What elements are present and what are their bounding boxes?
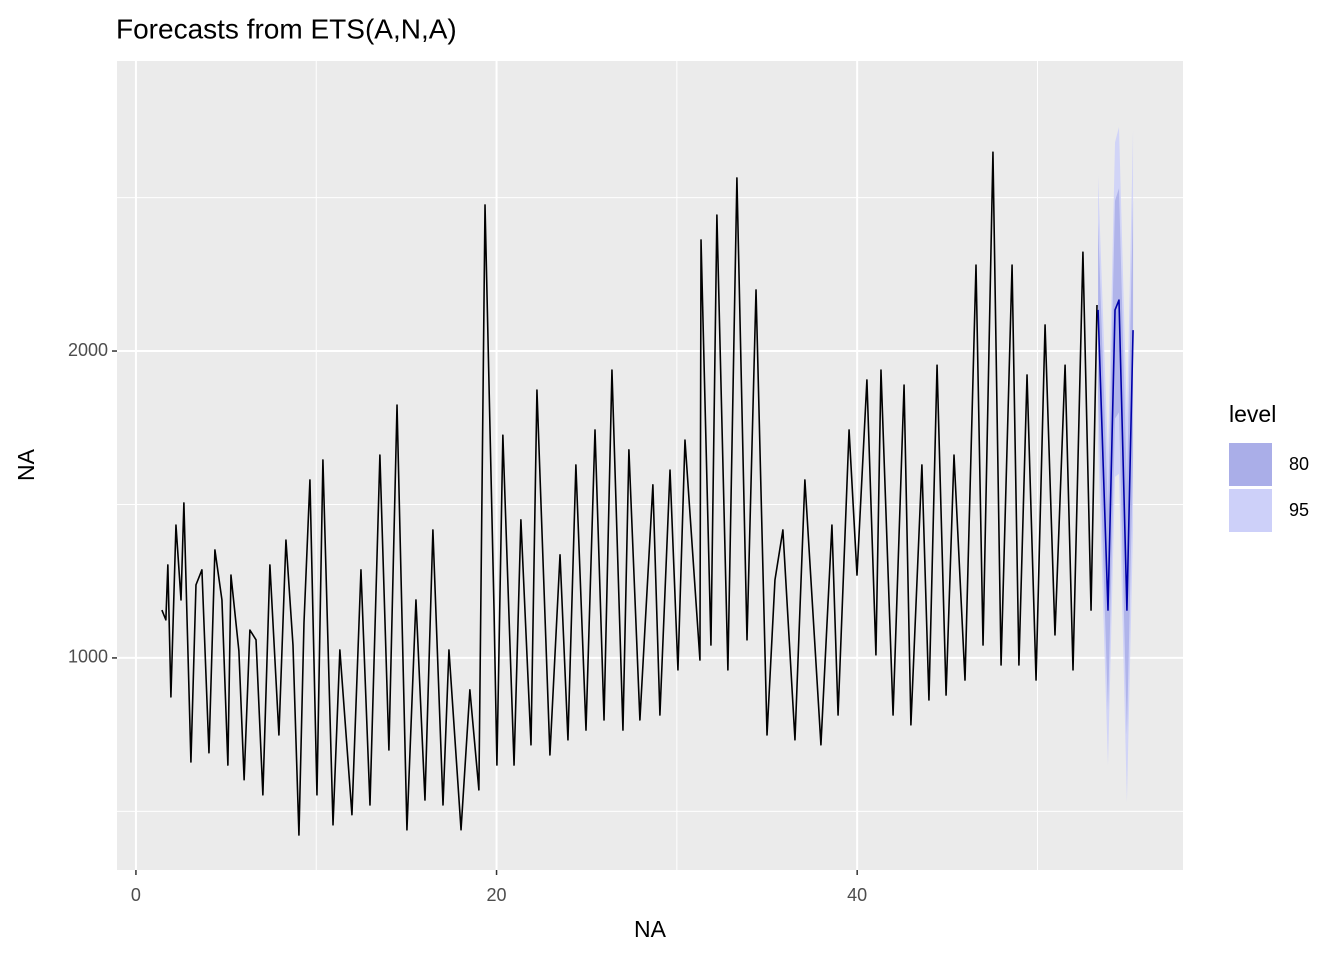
- x-tick-label: 20: [487, 885, 507, 905]
- panel: [117, 61, 1183, 870]
- legend-label: 80: [1289, 454, 1309, 474]
- x-tick-label: 40: [847, 885, 867, 905]
- plot-area: [161, 126, 1134, 836]
- chart-title: Forecasts from ETS(A,N,A): [116, 13, 457, 44]
- x-axis-title: NA: [634, 916, 667, 942]
- series-line: [1097, 299, 1134, 611]
- x-tick-label: 0: [131, 885, 141, 905]
- legend-key: [1229, 489, 1272, 532]
- legend: 80 95: [1229, 443, 1309, 532]
- legend-label: 95: [1289, 500, 1309, 520]
- legend-key: [1229, 443, 1272, 486]
- y-axis-title: NA: [13, 448, 39, 481]
- series-line: [161, 151, 1098, 836]
- legend-title: level: [1229, 401, 1276, 427]
- y-tick-label: 1000: [68, 647, 108, 667]
- y-tick-label: 2000: [68, 340, 108, 360]
